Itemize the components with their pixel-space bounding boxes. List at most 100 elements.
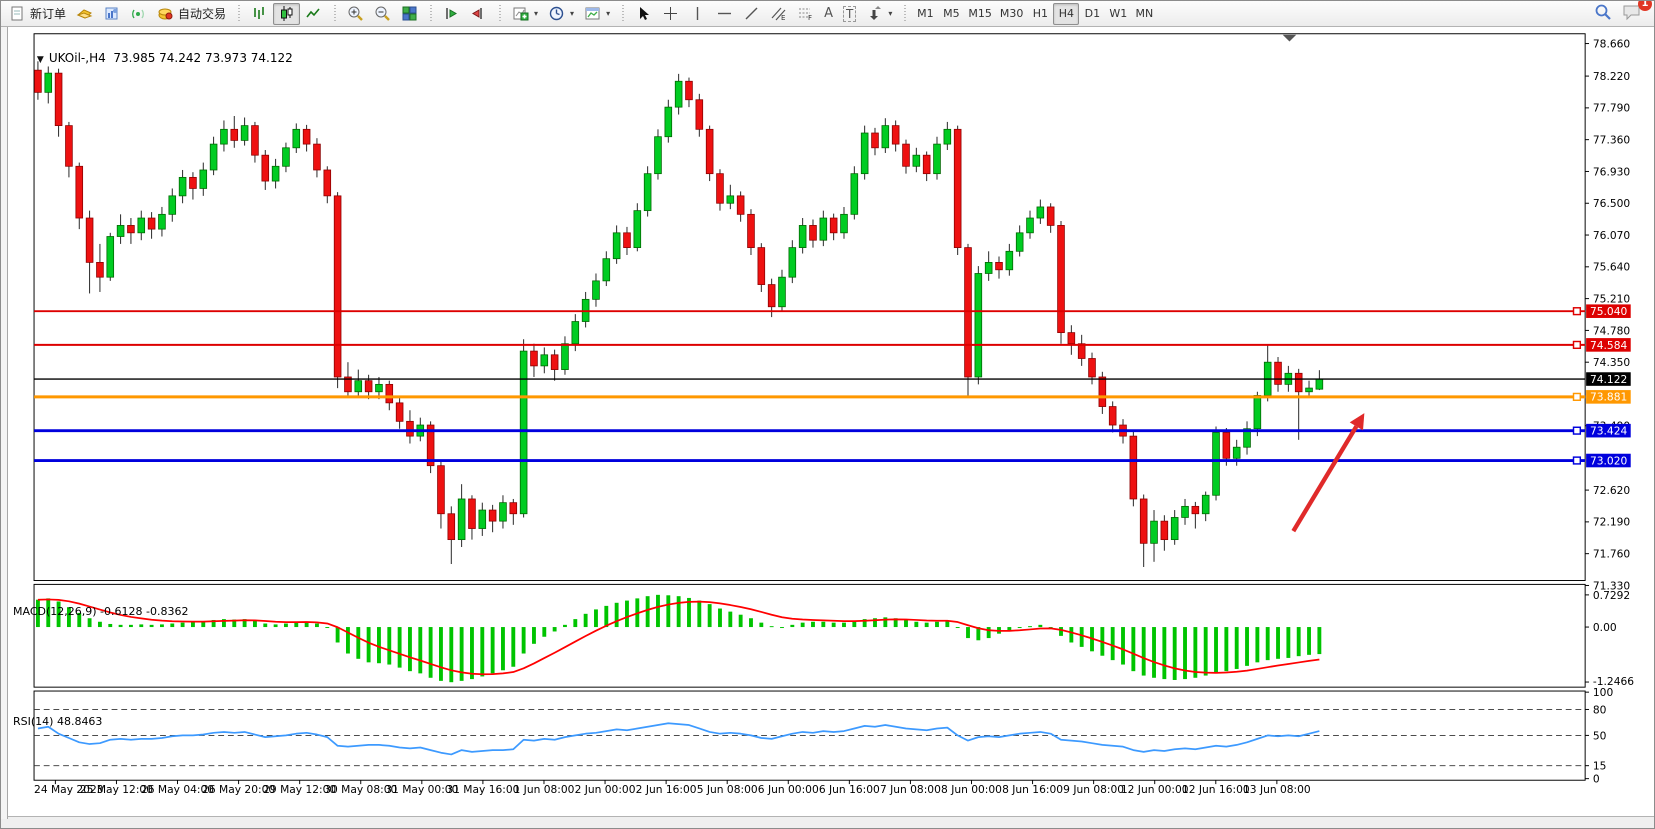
svg-text:73.020: 73.020 xyxy=(1590,454,1628,467)
templates-icon xyxy=(584,5,601,22)
autotrading-button[interactable]: 自动交易 xyxy=(152,3,231,25)
trendline-button[interactable] xyxy=(738,3,765,25)
bar-chart-icon xyxy=(251,5,268,22)
timeframe-d1-button[interactable]: D1 xyxy=(1079,3,1105,25)
status-bar xyxy=(1,816,1654,828)
svg-text:72.190: 72.190 xyxy=(1593,516,1631,529)
horizontal-line-button[interactable] xyxy=(711,3,738,25)
candlestick-button[interactable] xyxy=(273,2,301,25)
cursor-icon xyxy=(635,5,652,22)
fibonacci-button[interactable]: F xyxy=(792,3,819,25)
svg-text:73.881: 73.881 xyxy=(1590,391,1627,404)
metaeditor-button[interactable] xyxy=(71,3,98,25)
tile-windows-button[interactable] xyxy=(396,3,423,25)
svg-text:6 Jun 16:00: 6 Jun 16:00 xyxy=(819,783,880,796)
dropdown-caret: ▾ xyxy=(606,9,611,18)
label-button[interactable]: T xyxy=(838,3,861,25)
auto-scroll-button[interactable] xyxy=(438,3,465,25)
dropdown-caret: ▾ xyxy=(888,9,893,18)
cursor-button[interactable] xyxy=(630,3,657,25)
periods-button[interactable]: ▾ xyxy=(543,3,579,25)
symbol-title: UKOil-,H4 73.985 74.242 73.973 74.122 xyxy=(48,51,293,65)
indicators-button[interactable]: ▾ xyxy=(507,3,543,25)
toolbar-group-trade: 新订单 自动交易 xyxy=(1,1,234,26)
svg-text:2 Jun 00:00: 2 Jun 00:00 xyxy=(575,783,636,796)
svg-text:71.330: 71.330 xyxy=(1593,579,1631,592)
svg-text:73.424: 73.424 xyxy=(1590,425,1628,438)
svg-text:F: F xyxy=(808,14,812,22)
toolbar-grip xyxy=(902,4,908,23)
profile-button[interactable] xyxy=(98,3,125,25)
timeframe-h4-button[interactable]: H4 xyxy=(1053,2,1080,25)
vertical-line-button[interactable] xyxy=(684,3,711,25)
svg-text:7 Jun 08:00: 7 Jun 08:00 xyxy=(880,783,941,796)
templates-button[interactable]: ▾ xyxy=(579,3,615,25)
equidistant-channel-button[interactable]: E xyxy=(765,3,792,25)
svg-text:80: 80 xyxy=(1593,703,1607,716)
timeframe-m5-button[interactable]: M5 xyxy=(938,3,964,25)
svg-text:12 Jun 00:00: 12 Jun 00:00 xyxy=(1121,783,1189,796)
chart-canvas[interactable]: 78.660 78.220 77.790 77.360 76.930 76.500 76.0… xyxy=(1,26,1655,819)
line-chart-button[interactable] xyxy=(300,3,327,25)
svg-text:0.00: 0.00 xyxy=(1593,621,1617,634)
toolbar-group-chart-type xyxy=(243,1,330,26)
svg-text:8 Jun 00:00: 8 Jun 00:00 xyxy=(941,783,1002,796)
chat-icon[interactable]: 1 xyxy=(1622,1,1652,24)
svg-text:31 May 00:00: 31 May 00:00 xyxy=(385,783,458,796)
zoom-out-icon xyxy=(374,5,391,22)
svg-text:0.7292: 0.7292 xyxy=(1593,589,1630,602)
timeframe-h1-button[interactable]: H1 xyxy=(1027,3,1053,25)
auto-scroll-icon xyxy=(443,5,460,22)
level-lines[interactable]: 75.040 74.584 73.881 73.424 73.020 xyxy=(34,304,1631,467)
toolbar-grip xyxy=(428,4,434,23)
chart-shift-marker[interactable] xyxy=(1282,34,1297,42)
svg-text:12 Jun 16:00: 12 Jun 16:00 xyxy=(1182,783,1250,796)
timeframe-mn-button[interactable]: MN xyxy=(1131,3,1157,25)
svg-text:9 Jun 08:00: 9 Jun 08:00 xyxy=(1063,783,1124,796)
toolbar-grip xyxy=(236,4,242,23)
timeframe-m15-button[interactable]: M15 xyxy=(964,3,996,25)
svg-text:74.122: 74.122 xyxy=(1590,373,1627,386)
svg-text:13 Jun 08:00: 13 Jun 08:00 xyxy=(1243,783,1311,796)
timeframe-m1-button[interactable]: M1 xyxy=(912,3,938,25)
signals-button[interactable] xyxy=(125,3,152,25)
svg-text:78.660: 78.660 xyxy=(1593,37,1631,50)
svg-text:E: E xyxy=(781,14,785,22)
notification-badge: 1 xyxy=(1638,1,1652,11)
chart-region: 78.660 78.220 77.790 77.360 76.930 76.500 76.0… xyxy=(1,26,1655,819)
chart-shift-button[interactable] xyxy=(465,3,492,25)
svg-text:77.790: 77.790 xyxy=(1593,102,1631,115)
line-chart-icon xyxy=(305,5,322,22)
horizontal-line-icon xyxy=(716,5,733,22)
window-left-edge xyxy=(1,26,8,819)
svg-text:75.210: 75.210 xyxy=(1593,292,1631,305)
timeframe-m30-button[interactable]: M30 xyxy=(996,3,1028,25)
svg-text:24 May 2023: 24 May 2023 xyxy=(34,783,103,796)
toolbar-right: 1 xyxy=(1594,1,1654,24)
chart-shift-icon xyxy=(470,5,487,22)
svg-text:74.780: 74.780 xyxy=(1593,324,1631,337)
toolbar-grip xyxy=(497,4,503,23)
trend-arrow-annotation[interactable] xyxy=(1291,413,1365,533)
autotrading-icon xyxy=(157,5,174,22)
arrows-tool-icon xyxy=(866,5,883,22)
autotrading-label: 自动交易 xyxy=(178,7,227,21)
new-order-button[interactable]: 新订单 xyxy=(4,3,71,25)
toolbar-group-objects: ▾ ▾ ▾ xyxy=(504,1,618,26)
text-button[interactable]: A xyxy=(819,3,838,25)
zoom-out-button[interactable] xyxy=(369,3,396,25)
zoom-in-button[interactable] xyxy=(342,3,369,25)
text-tool-icon: A xyxy=(824,6,833,21)
bar-chart-button[interactable] xyxy=(246,3,273,25)
svg-text:1 Jun 08:00: 1 Jun 08:00 xyxy=(514,783,575,796)
indicators-icon xyxy=(512,5,529,22)
toolbar: 新订单 自动交易 xyxy=(1,1,1654,27)
crosshair-button[interactable] xyxy=(657,3,684,25)
arrows-button[interactable]: ▾ xyxy=(861,3,897,25)
search-icon[interactable] xyxy=(1594,3,1612,24)
timeframe-w1-button[interactable]: W1 xyxy=(1105,3,1131,25)
svg-text:2 Jun 16:00: 2 Jun 16:00 xyxy=(636,783,697,796)
svg-text:74.584: 74.584 xyxy=(1590,339,1628,352)
symbol-menu-arrow-icon[interactable]: ▼ xyxy=(36,55,44,65)
